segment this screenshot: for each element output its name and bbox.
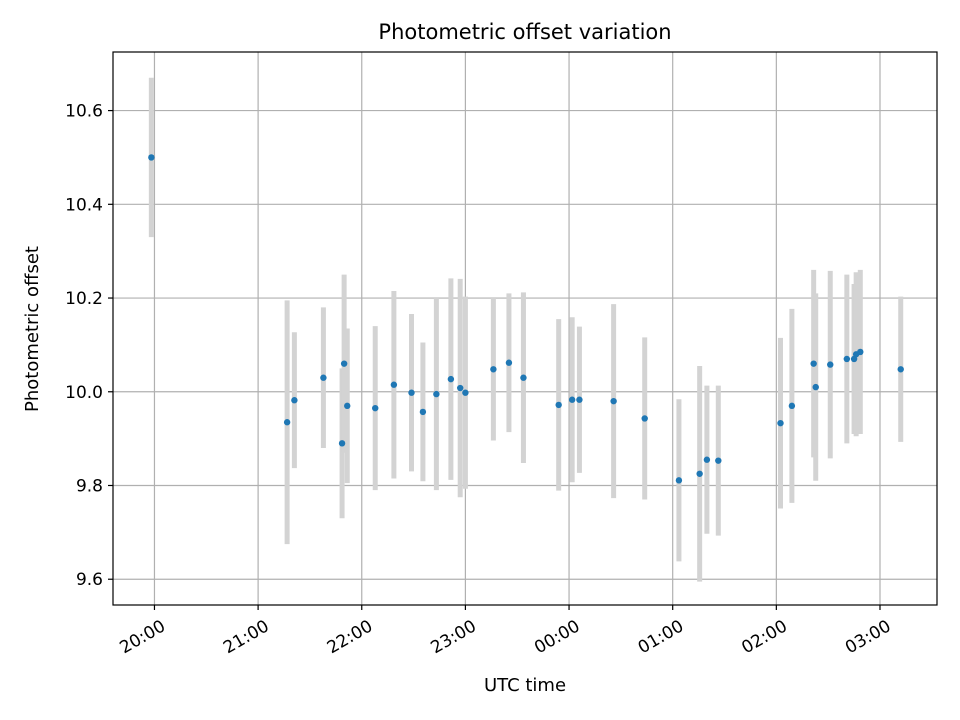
data-point bbox=[372, 404, 379, 412]
y-tick-label: 10.4 bbox=[65, 195, 103, 215]
data-point bbox=[843, 355, 851, 363]
data-point bbox=[715, 457, 722, 464]
data-point bbox=[696, 470, 703, 477]
data-point bbox=[810, 360, 817, 367]
data-point bbox=[576, 396, 583, 403]
y-tick-label: 9.6 bbox=[76, 570, 103, 590]
data-point bbox=[555, 401, 562, 409]
data-point bbox=[610, 397, 617, 405]
plot-frame bbox=[112, 51, 938, 606]
data-point bbox=[777, 419, 784, 427]
data-point bbox=[419, 408, 427, 416]
y-tick-label: 10.2 bbox=[65, 289, 103, 309]
data-point bbox=[703, 456, 711, 463]
data-point bbox=[675, 477, 683, 484]
data-point bbox=[812, 383, 819, 391]
data-point bbox=[338, 440, 346, 447]
data-point bbox=[283, 419, 291, 426]
data-point bbox=[897, 366, 904, 373]
data-point bbox=[827, 361, 834, 368]
data-point bbox=[490, 366, 497, 373]
x-axis-label: UTC time bbox=[484, 675, 566, 696]
data-point bbox=[520, 374, 527, 381]
y-tick-label: 10.0 bbox=[65, 383, 103, 403]
y-axis-label: Photometric offset bbox=[22, 246, 43, 412]
data-point bbox=[457, 384, 464, 392]
data-point bbox=[433, 390, 440, 398]
data-point bbox=[148, 154, 155, 161]
data-point bbox=[291, 397, 298, 404]
data-point bbox=[408, 389, 415, 396]
y-tick-label: 10.6 bbox=[65, 102, 103, 122]
data-point bbox=[320, 374, 327, 381]
data-point bbox=[568, 396, 576, 403]
data-point bbox=[462, 389, 469, 396]
data-point bbox=[447, 375, 455, 383]
data-point bbox=[857, 348, 864, 356]
chart-title: Photometric offset variation bbox=[378, 20, 671, 44]
y-axis-ticks: 9.6 9.8 10.0 10.2 10.4 10.6 bbox=[65, 102, 113, 590]
data-point bbox=[340, 360, 348, 367]
data-point bbox=[788, 402, 796, 410]
data-point bbox=[344, 402, 351, 410]
y-tick-label: 9.8 bbox=[76, 476, 103, 496]
data-points bbox=[148, 154, 904, 484]
data-point bbox=[390, 381, 398, 388]
data-point bbox=[505, 359, 513, 366]
data-point bbox=[641, 415, 648, 422]
